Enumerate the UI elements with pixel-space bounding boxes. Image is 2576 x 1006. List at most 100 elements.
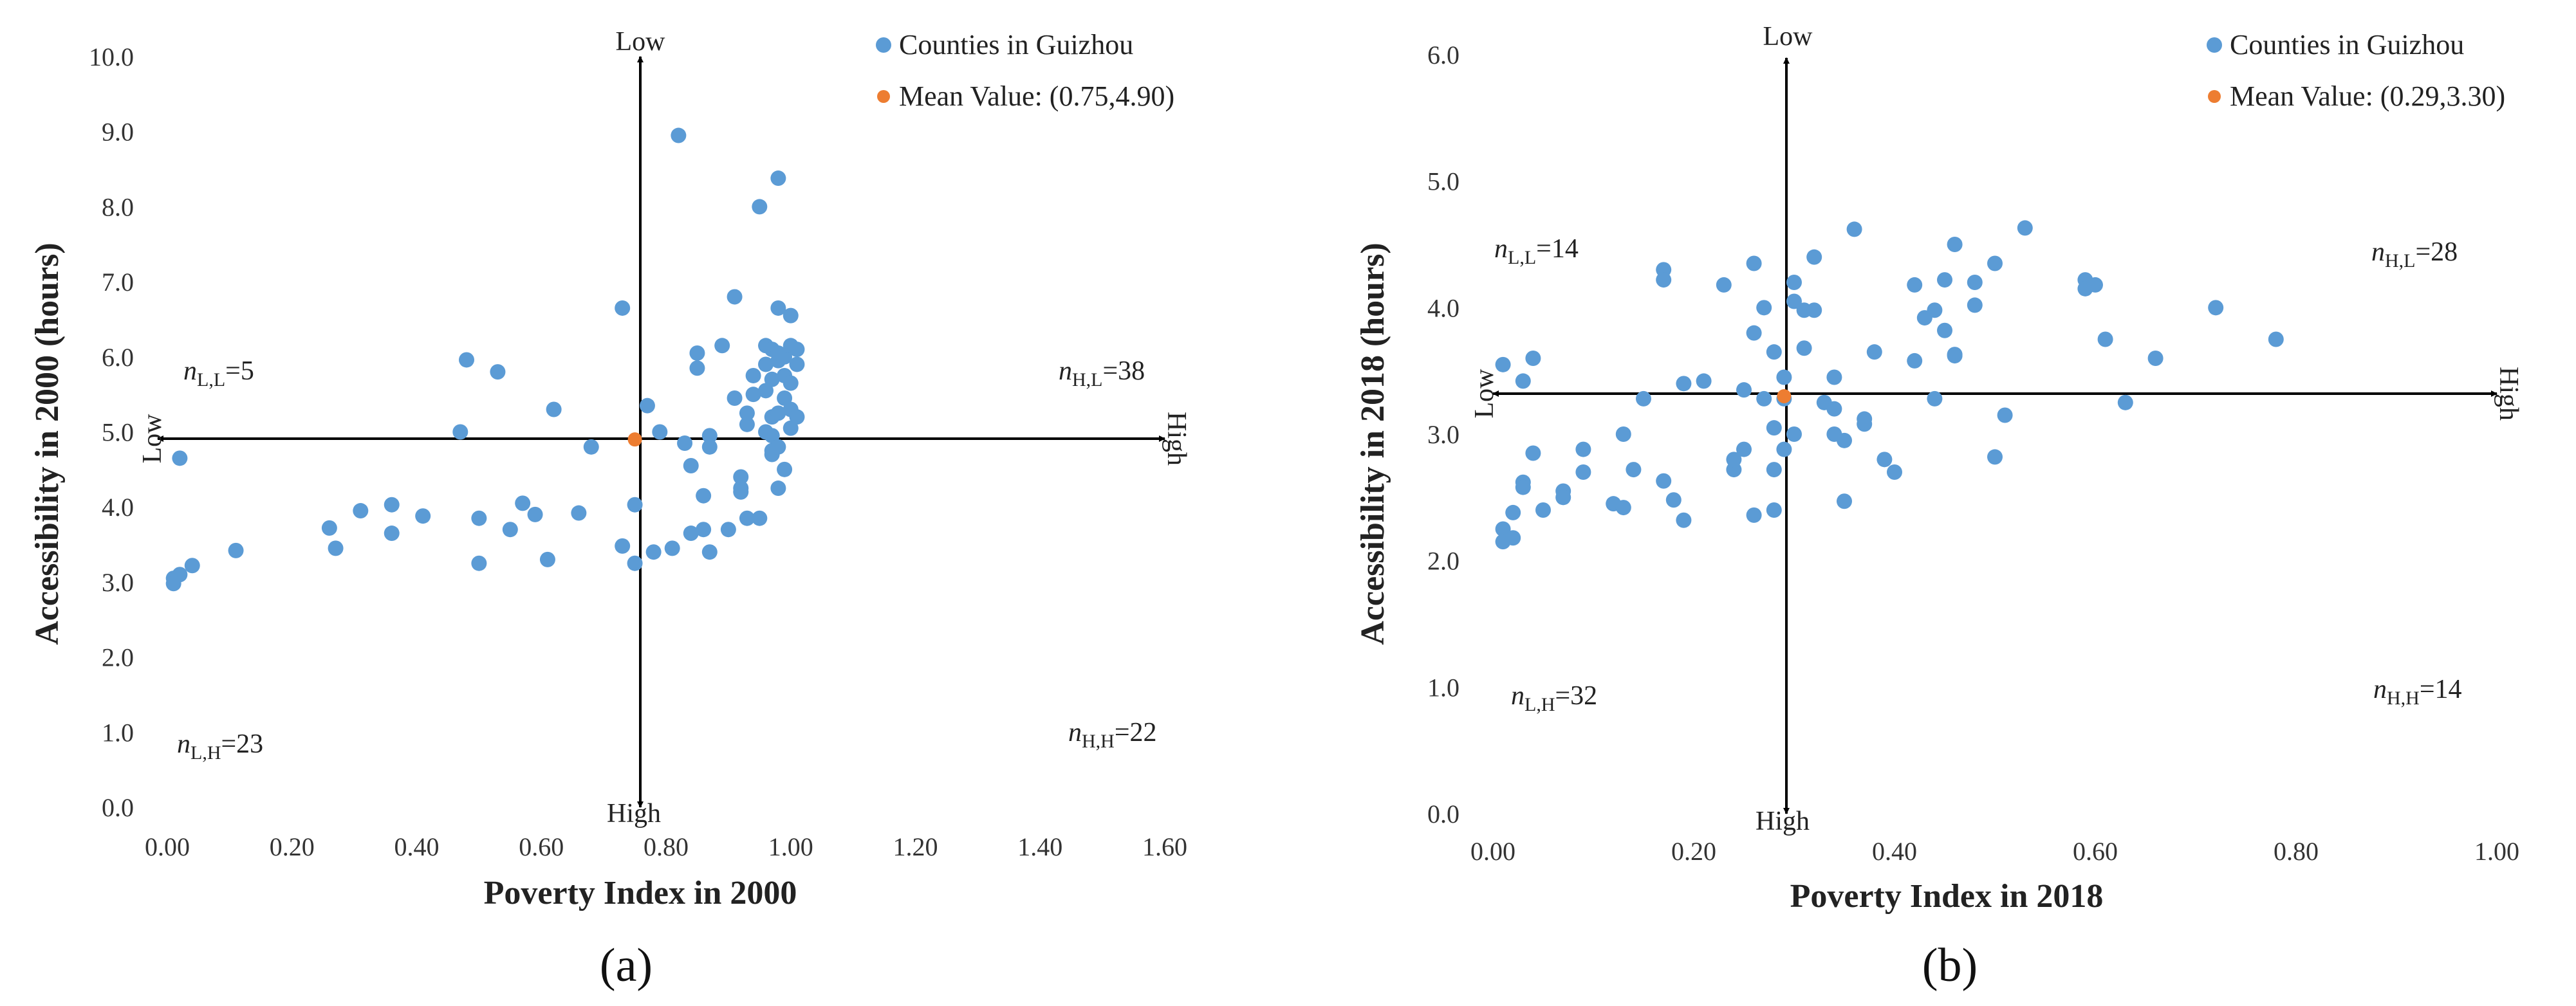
county-point bbox=[384, 497, 400, 513]
y-tick-label: 7.0 bbox=[102, 268, 134, 297]
county-point bbox=[1495, 521, 1511, 537]
county-point bbox=[527, 506, 543, 522]
quadrant-lh-count: nL,H=23 bbox=[177, 729, 263, 764]
x-tick-label: 0.60 bbox=[2073, 837, 2118, 866]
county-point bbox=[1716, 277, 1732, 293]
county-point bbox=[515, 495, 531, 511]
county-point bbox=[758, 356, 774, 372]
county-point bbox=[683, 526, 699, 542]
y-tick-label: 2.0 bbox=[1427, 547, 1459, 576]
quadrant-ll-count: nL,L=5 bbox=[183, 356, 254, 390]
direction-right-label: High bbox=[2494, 367, 2523, 421]
y-tick-label: 8.0 bbox=[102, 192, 134, 221]
county-point bbox=[770, 480, 786, 497]
county-point bbox=[627, 555, 643, 571]
direction-top-label: Low bbox=[616, 27, 666, 57]
direction-left-label: Low bbox=[1470, 369, 1499, 419]
county-point bbox=[1665, 492, 1682, 508]
direction-bottom-label: High bbox=[1756, 807, 1810, 836]
y-tick-label: 1.0 bbox=[102, 718, 134, 747]
county-point bbox=[1515, 373, 1531, 389]
county-point bbox=[671, 127, 687, 143]
x-tick-label: 0.40 bbox=[1872, 837, 1917, 866]
county-point bbox=[1696, 373, 1712, 389]
county-point bbox=[689, 345, 705, 361]
county-point bbox=[1756, 300, 1772, 316]
x-tick-label: 1.00 bbox=[2474, 837, 2519, 866]
county-point bbox=[1676, 376, 1692, 392]
county-point bbox=[1615, 500, 1631, 516]
county-point bbox=[539, 551, 555, 567]
county-point bbox=[764, 371, 780, 387]
county-point bbox=[1736, 382, 1752, 398]
county-point bbox=[1766, 462, 1782, 478]
county-point bbox=[165, 576, 181, 592]
y-tick-label: 9.0 bbox=[102, 118, 134, 147]
quadrant-ll-count: nL,L=14 bbox=[1494, 234, 1579, 268]
county-point bbox=[502, 522, 518, 538]
legend-mean-label: Mean Value: (0.75,4.90) bbox=[899, 80, 1174, 112]
county-point bbox=[1907, 352, 1923, 369]
county-point bbox=[789, 342, 805, 358]
county-point bbox=[615, 300, 631, 316]
county-point bbox=[770, 300, 786, 316]
county-point bbox=[714, 338, 730, 354]
county-point bbox=[627, 497, 643, 513]
county-point bbox=[745, 387, 761, 403]
panel-b: 0.01.02.03.04.05.06.0 0.00 0.20 0.40 0.60 0.… bbox=[1355, 22, 2523, 992]
legend-series-label: Counties in Guizhou bbox=[2230, 29, 2464, 60]
legend-mean-marker bbox=[2208, 90, 2221, 103]
x-tick-label: 1.40 bbox=[1017, 832, 1062, 861]
panel-a: 0.01.02.03.04.05.06.07.08.09.010.0 0.00 0… bbox=[29, 27, 1191, 992]
county-point bbox=[1997, 407, 2013, 423]
y-tick-label: 5.0 bbox=[1427, 167, 1459, 196]
quadrant-hh-count: nH,H=14 bbox=[2373, 675, 2462, 709]
quadrant-lh-count: nL,H=32 bbox=[1511, 681, 1597, 715]
mean-point bbox=[1777, 389, 1792, 403]
county-point bbox=[228, 542, 244, 558]
county-point bbox=[1656, 473, 1672, 489]
county-point bbox=[1615, 426, 1631, 442]
county-point bbox=[1495, 356, 1511, 372]
county-point bbox=[727, 390, 743, 406]
county-point bbox=[571, 505, 587, 521]
county-point bbox=[184, 558, 200, 574]
county-point bbox=[459, 352, 474, 368]
county-point bbox=[1525, 445, 1541, 461]
x-axis-title: Poverty Index in 2018 bbox=[1790, 878, 2104, 915]
x-tick-label: 0.20 bbox=[270, 832, 315, 861]
county-point bbox=[1505, 504, 1521, 520]
county-point bbox=[1766, 344, 1782, 360]
county-point bbox=[546, 401, 562, 417]
county-point bbox=[677, 435, 693, 452]
county-point bbox=[1776, 369, 1792, 385]
county-point bbox=[1656, 272, 1672, 288]
county-point bbox=[639, 398, 655, 414]
county-point bbox=[2017, 220, 2033, 236]
county-point bbox=[1887, 464, 1902, 480]
county-point bbox=[770, 405, 786, 421]
x-tick-labels: 0.00 0.20 0.40 0.60 0.80 1.00 1.20 1.40 1.60 bbox=[145, 832, 1187, 861]
county-point bbox=[701, 428, 718, 444]
legend-mean-label: Mean Value: (0.29,3.30) bbox=[2230, 80, 2505, 112]
county-point bbox=[1987, 449, 2003, 465]
legend-mean-marker bbox=[877, 90, 890, 103]
county-point bbox=[471, 555, 487, 571]
county-point bbox=[783, 375, 799, 391]
county-point bbox=[1766, 502, 1782, 518]
county-point bbox=[727, 289, 743, 305]
x-tick-label: 0.20 bbox=[1671, 837, 1716, 866]
county-point bbox=[783, 420, 799, 436]
county-point bbox=[1927, 302, 1943, 318]
county-point bbox=[720, 522, 736, 538]
scatter-points bbox=[1495, 220, 2284, 550]
county-point bbox=[1676, 512, 1692, 528]
county-point bbox=[777, 461, 793, 477]
county-point bbox=[2117, 394, 2133, 410]
y-axis-title: Accessibility in 2018 (hours) bbox=[1355, 242, 1391, 645]
county-point bbox=[1987, 255, 2003, 271]
y-tick-label: 6.0 bbox=[102, 343, 134, 372]
county-point bbox=[321, 520, 337, 536]
y-tick-label: 1.0 bbox=[1427, 673, 1459, 702]
